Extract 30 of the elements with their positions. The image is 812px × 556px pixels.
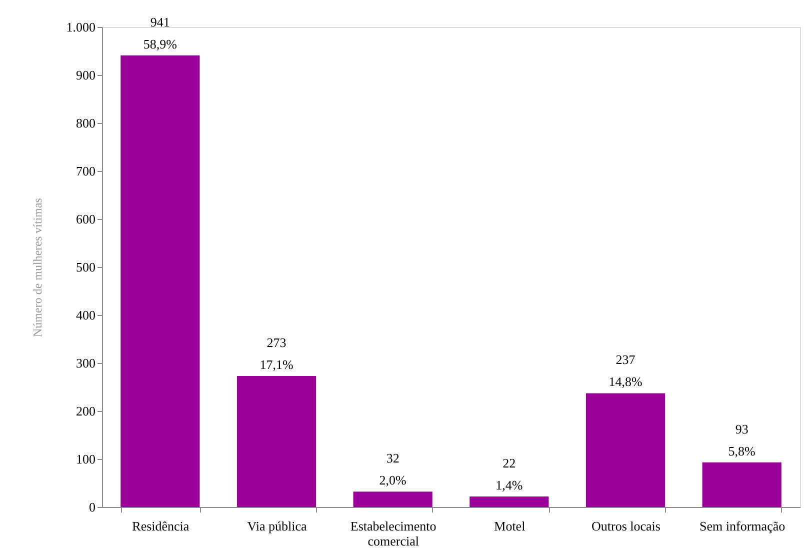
y-tick-label: 700	[76, 164, 96, 178]
bar	[586, 393, 666, 507]
data-label: 22 1,4%	[496, 455, 523, 492]
data-label: 93 5,8%	[728, 421, 756, 458]
y-tick-label: 300	[76, 356, 96, 370]
data-label: 941 58,9%	[143, 14, 178, 52]
x-tick-label: Residência	[132, 518, 190, 534]
y-tick-label: 800	[76, 116, 96, 130]
x-tick-label: Estabelecimento comercial	[350, 518, 436, 548]
x-tick-label: Sem informação	[700, 518, 786, 534]
data-label: 273 17,1%	[260, 334, 294, 372]
bar	[702, 462, 782, 507]
y-tick-label: 0	[89, 500, 96, 514]
y-tick-label: 500	[76, 260, 96, 274]
data-label: 32 2,0%	[379, 450, 407, 488]
y-tick-label: 400	[76, 308, 96, 322]
bar	[120, 55, 200, 507]
y-axis-title: Número de mulheres vítimas	[30, 198, 44, 337]
bar	[353, 492, 432, 507]
bar	[236, 376, 316, 507]
data-label: 237 14,8%	[608, 352, 642, 390]
x-tick-label: Outros locais	[592, 518, 660, 534]
x-tick-label: Via pública	[247, 518, 307, 534]
y-tick-label: 900	[76, 68, 96, 82]
x-tick-label: Motel	[494, 518, 526, 534]
bar	[470, 496, 549, 507]
y-tick-label: 100	[76, 452, 96, 466]
y-tick-label: 1.000	[66, 20, 96, 34]
y-tick-label: 600	[76, 212, 96, 226]
y-tick-label: 200	[76, 404, 96, 418]
